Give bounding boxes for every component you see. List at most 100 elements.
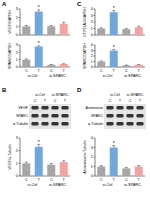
blot-band: [117, 114, 124, 118]
blot-lane-label: T: [44, 99, 47, 103]
y-tick: [19, 35, 21, 36]
annotation: *: [38, 139, 40, 145]
annotation: *: [113, 140, 115, 146]
annotation: *: [113, 44, 115, 50]
group-label: si-Ctrl: [103, 183, 113, 187]
y-tick: [94, 22, 96, 23]
bar: [110, 148, 118, 177]
blot-band: [137, 106, 144, 110]
blot-lane-label: T: [119, 99, 122, 103]
y-tick-label: 2: [16, 51, 18, 55]
blot-band-label: SPARC: [16, 114, 29, 118]
y-tick: [94, 138, 96, 139]
bar: [60, 24, 68, 35]
blot-group-label: si-SPARC: [52, 93, 69, 97]
blot-band: [127, 114, 134, 118]
y-tick: [94, 28, 96, 29]
y-tick: [94, 45, 96, 46]
blot-band: [52, 106, 59, 110]
y-tick: [94, 50, 96, 51]
y-tick: [19, 59, 21, 60]
blot-band: [42, 122, 49, 126]
y-tick-label: 3: [16, 7, 18, 11]
y-tick-label: 0: [16, 174, 18, 178]
y-tick: [94, 15, 96, 16]
bar: [35, 12, 43, 35]
y-tick: [19, 138, 21, 139]
y-tick: [94, 35, 96, 36]
panel-letter: D: [77, 87, 82, 93]
blot-band: [137, 114, 144, 118]
y-tick-label: 3: [91, 146, 93, 150]
blot-band: [32, 114, 39, 118]
group-label: si-SPARC: [49, 74, 66, 78]
x-tick-label: T: [63, 178, 66, 182]
group-label: si-SPARC: [124, 183, 141, 187]
error-bar: [125, 28, 128, 30]
x-tick-label: C: [125, 178, 128, 182]
group-label: si-Ctrl: [103, 74, 113, 78]
y-axis-label: SPARC/GAPDH: [83, 43, 87, 69]
y-tick-label: 0: [16, 65, 18, 69]
y-tick-label: 2: [91, 20, 93, 24]
y-axis: [20, 138, 21, 176]
bar: [35, 46, 43, 67]
x-tick-label: C: [125, 69, 128, 73]
y-tick: [19, 9, 21, 10]
y-tick-label: 2: [16, 149, 18, 153]
blot-lane-label: C: [54, 99, 57, 103]
error-bar: [25, 162, 28, 163]
y-tick: [94, 147, 96, 148]
x-tick-label: C: [50, 69, 53, 73]
blot-band: [62, 114, 69, 118]
blot-band-label: α-Tubulin: [13, 122, 28, 126]
blot-lane-label: C: [129, 99, 132, 103]
y-axis: [20, 9, 21, 35]
error-bar: [137, 26, 140, 28]
y-tick-label: 0: [91, 174, 93, 178]
bar: [22, 26, 30, 35]
blot-lane-label: T: [139, 99, 142, 103]
blot-band: [62, 122, 69, 126]
x-tick-label: T: [63, 69, 66, 73]
figure: A0123VEGF/GAPDH*0123SPARC/GAPDH*CTCTsi-C…: [0, 0, 150, 209]
bar: [47, 26, 55, 35]
y-tick: [19, 163, 21, 164]
plot-area: [22, 10, 68, 35]
blot-lane-label: C: [34, 99, 37, 103]
x-tick-label: T: [138, 178, 141, 182]
bar: [135, 167, 143, 177]
blot-band: [42, 114, 49, 118]
y-tick: [19, 45, 21, 46]
error-bar: [137, 64, 140, 65]
blot-band: [127, 122, 134, 126]
annotation: *: [38, 4, 40, 10]
x-tick-label: C: [50, 178, 53, 182]
x-tick-label: C: [25, 69, 28, 73]
y-axis: [95, 45, 96, 67]
y-tick-label: 2: [91, 155, 93, 159]
y-tick-label: 3: [16, 136, 18, 140]
plot-area: [22, 45, 68, 67]
bar: [97, 29, 105, 36]
plot-area: [97, 146, 143, 176]
annotation: *: [38, 40, 40, 46]
blot-lane-label: C: [109, 99, 112, 103]
y-axis-label: CYP19A1/GAPDH: [83, 7, 87, 37]
blot-band: [127, 106, 134, 110]
y-tick: [94, 9, 96, 10]
y-tick-label: 4: [91, 136, 93, 140]
panel-letter: A: [2, 1, 7, 7]
group-label: si-SPARC: [124, 74, 141, 78]
bar: [122, 29, 130, 35]
y-tick-label: 4: [91, 43, 93, 47]
blot-band-label: SPARC: [91, 114, 104, 118]
y-tick: [94, 61, 96, 62]
error-bar: [125, 167, 128, 169]
y-tick-label: 0: [16, 33, 18, 37]
y-axis-label: VEGF/α-Tubulin: [8, 144, 12, 170]
blot-group-label: si-SPARC: [127, 93, 144, 97]
x-tick-label: T: [38, 178, 41, 182]
bar: [122, 65, 130, 67]
error-bar: [62, 22, 65, 23]
